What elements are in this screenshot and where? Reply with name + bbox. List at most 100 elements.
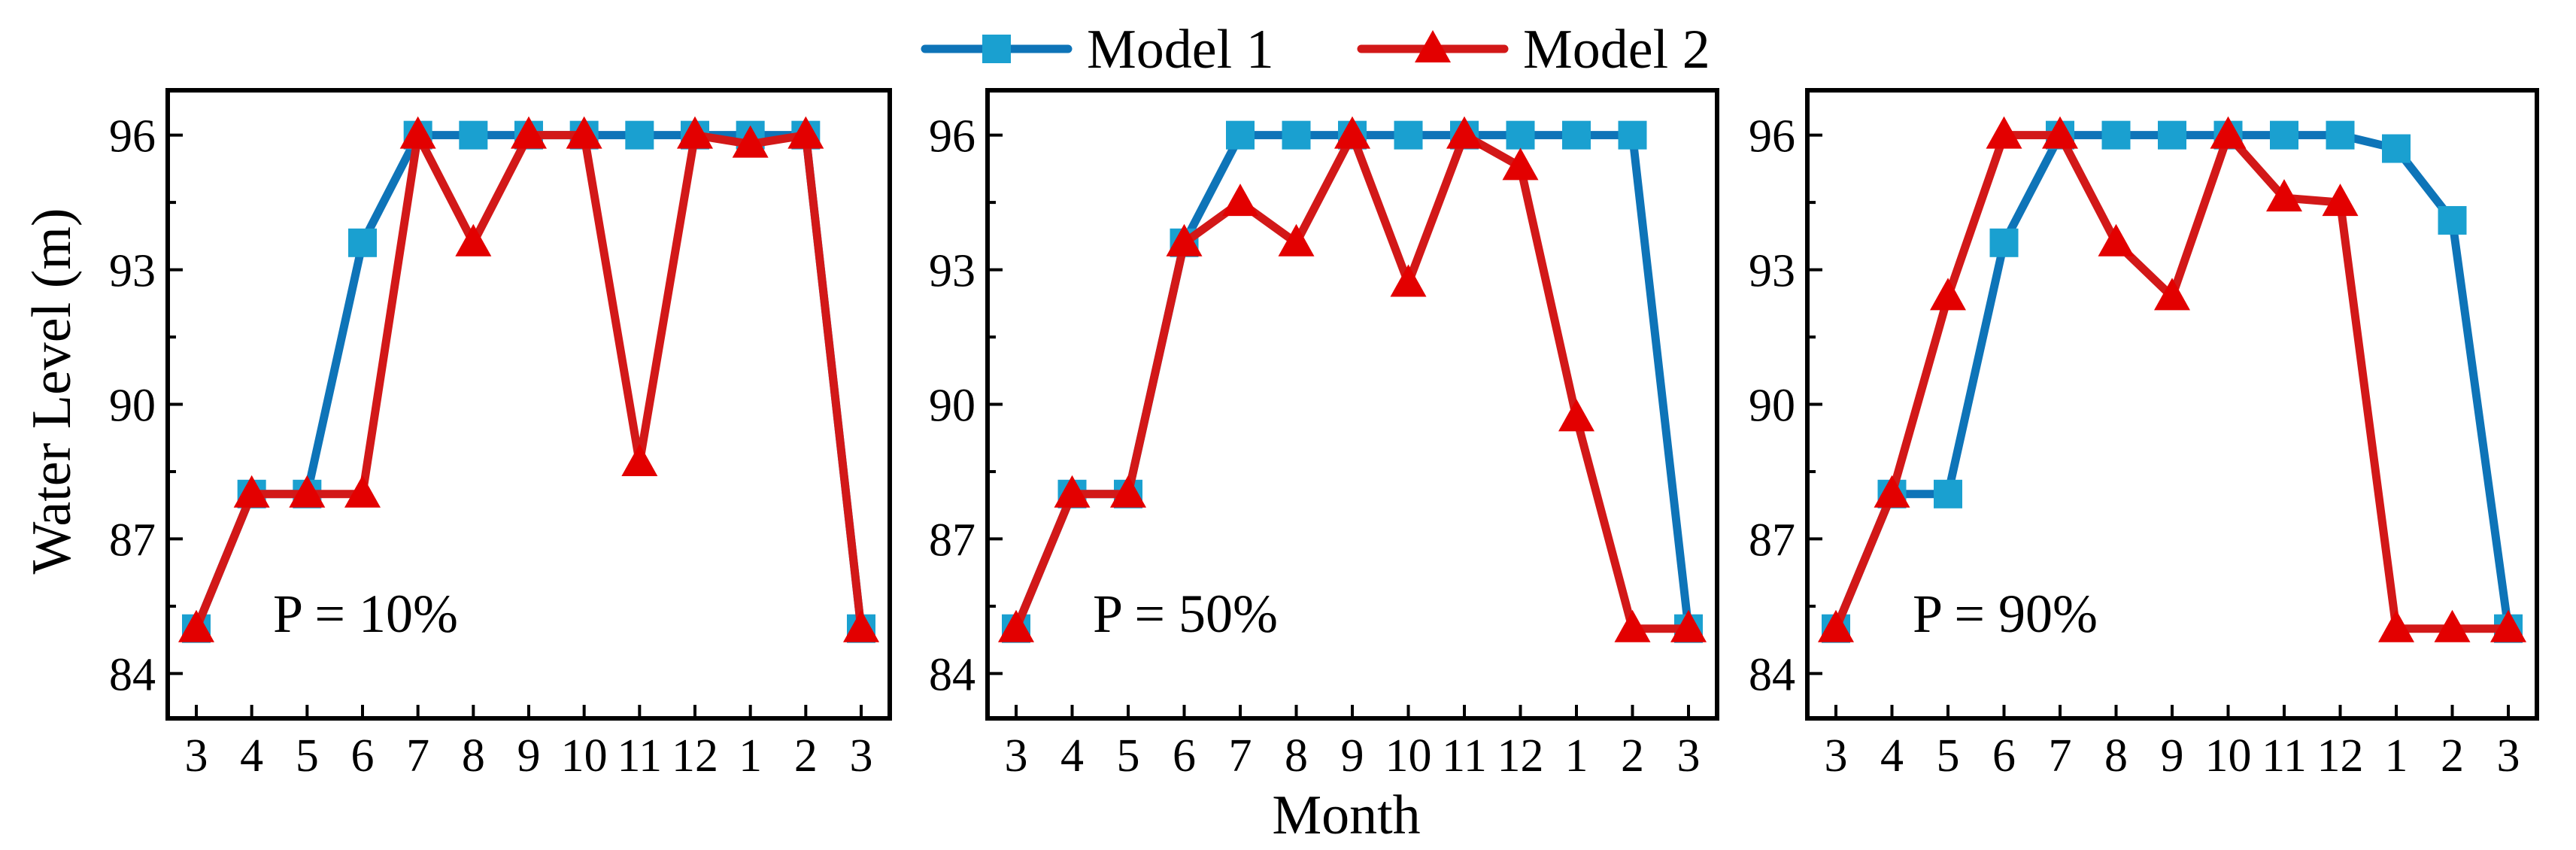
x-tick-label: 10 <box>2205 730 2252 782</box>
y-tick-label: 96 <box>1749 111 1795 162</box>
x-tick-label: 1 <box>739 730 762 782</box>
x-tick-label: 10 <box>561 730 608 782</box>
data-point-model-2 <box>677 116 713 149</box>
data-point-model-2 <box>2378 609 2414 642</box>
data-point-model-2 <box>1670 609 1707 642</box>
data-point-model-2 <box>399 116 436 149</box>
x-tick-label: 3 <box>1677 730 1701 782</box>
data-point-model-1 <box>1394 120 1423 150</box>
data-point-model-1 <box>2326 120 2355 150</box>
y-tick-label: 84 <box>929 649 975 700</box>
data-point-model-2 <box>1818 609 1854 642</box>
x-tick-label: 11 <box>617 730 662 782</box>
data-point-model-2 <box>2434 609 2471 642</box>
data-point-model-2 <box>178 609 214 642</box>
data-point-model-2 <box>289 475 326 508</box>
legend-label-model-1: Model 1 <box>1087 19 1274 80</box>
data-point-model-2 <box>2210 116 2247 149</box>
x-tick-label: 2 <box>794 730 818 782</box>
x-tick-label: 6 <box>1173 730 1196 782</box>
data-point-model-1 <box>1934 479 1962 508</box>
x-tick-label: 3 <box>185 730 208 782</box>
x-tick-label: 12 <box>1497 730 1544 782</box>
x-tick-label: 8 <box>2104 730 2128 782</box>
x-tick-label: 1 <box>2385 730 2408 782</box>
data-point-model-1 <box>459 120 488 150</box>
data-point-model-1 <box>1226 120 1255 150</box>
data-point-model-2 <box>998 609 1034 642</box>
panel-annotation: P = 90% <box>1913 584 2098 644</box>
data-point-model-1 <box>1989 228 2019 257</box>
x-tick-label: 2 <box>1621 730 1644 782</box>
data-point-model-2 <box>455 223 492 257</box>
x-tick-label: 8 <box>1285 730 1308 782</box>
x-tick-label: 5 <box>296 730 319 782</box>
data-point-model-1 <box>1506 120 1535 150</box>
x-tick-label: 9 <box>1341 730 1364 782</box>
data-point-model-2 <box>2098 223 2135 257</box>
x-tick-label: 10 <box>1385 730 1432 782</box>
data-point-model-2 <box>566 116 602 149</box>
y-tick-label: 87 <box>1749 515 1795 566</box>
x-tick-label: 8 <box>462 730 485 782</box>
y-tick-label: 87 <box>109 515 156 566</box>
data-point-model-2 <box>732 125 769 158</box>
x-axis-label: Month <box>1272 785 1420 846</box>
data-point-model-2 <box>1222 184 1258 217</box>
x-tick-label: 9 <box>517 730 541 782</box>
x-tick-label: 7 <box>2049 730 2072 782</box>
data-point-model-1 <box>2101 120 2131 150</box>
data-point-model-1 <box>1282 120 1311 150</box>
data-point-model-2 <box>787 116 824 149</box>
y-tick-label: 87 <box>929 515 975 566</box>
data-point-model-2 <box>2490 609 2526 642</box>
data-point-model-2 <box>1390 264 1427 297</box>
series-line-model-1 <box>1012 131 1693 633</box>
data-point-model-2 <box>511 116 547 149</box>
series-line-model-2 <box>1012 131 1693 633</box>
data-point-model-2 <box>2322 184 2359 217</box>
panel-annotation: P = 50% <box>1093 584 1278 644</box>
legend-marker-model-1 <box>982 35 1011 63</box>
data-point-model-2 <box>1558 399 1594 432</box>
data-point-model-1 <box>1562 120 1591 150</box>
x-tick-label: 3 <box>850 730 873 782</box>
y-tick-label: 84 <box>109 649 156 700</box>
y-tick-label: 84 <box>1749 649 1795 700</box>
legend-marker-model-2 <box>1415 30 1451 62</box>
data-point-model-2 <box>2042 116 2078 149</box>
data-point-model-2 <box>843 609 879 642</box>
legend-item-model-2: Model 2 <box>1357 19 1710 80</box>
data-point-model-1 <box>2158 120 2186 150</box>
data-point-model-2 <box>1166 223 1203 257</box>
y-tick-label: 93 <box>1749 246 1795 297</box>
y-tick-label: 90 <box>1749 381 1795 432</box>
panel-annotation: P = 10% <box>273 584 458 644</box>
x-tick-label: 1 <box>1565 730 1588 782</box>
x-tick-label: 6 <box>1992 730 2016 782</box>
x-tick-label: 3 <box>1825 730 1848 782</box>
data-point-model-1 <box>2270 120 2298 150</box>
data-point-model-2 <box>1278 223 1315 257</box>
data-point-model-1 <box>348 228 377 257</box>
data-point-model-2 <box>1930 278 1966 311</box>
data-point-model-2 <box>621 444 658 477</box>
data-point-model-2 <box>1986 116 2022 149</box>
x-tick-label: 4 <box>1060 730 1084 782</box>
x-tick-label: 11 <box>1442 730 1487 782</box>
y-tick-label: 96 <box>929 111 975 162</box>
x-tick-label: 4 <box>1880 730 1904 782</box>
x-tick-label: 7 <box>1229 730 1252 782</box>
series-line-model-1 <box>1831 131 2513 633</box>
data-point-model-1 <box>2438 205 2467 235</box>
y-axis-label: Water Level (m) <box>21 208 83 574</box>
y-tick-label: 96 <box>109 111 156 162</box>
series-line-model-2 <box>1831 131 2513 633</box>
data-point-model-2 <box>344 475 381 508</box>
x-tick-label: 9 <box>2161 730 2184 782</box>
x-tick-label: 12 <box>672 730 718 782</box>
legend-item-model-1: Model 1 <box>921 19 1274 80</box>
data-point-model-1 <box>2382 134 2411 163</box>
